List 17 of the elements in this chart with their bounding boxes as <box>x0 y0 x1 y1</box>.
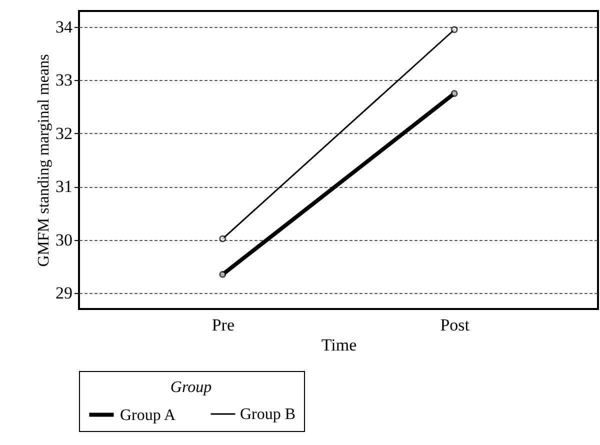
legend-label: Group B <box>240 406 296 423</box>
x-tick-label: Post <box>440 316 470 334</box>
y-tick-label: 32 <box>56 124 72 143</box>
y-tick-label: 34 <box>56 17 73 36</box>
y-axis-title: GMFM standing marginal means <box>36 54 52 267</box>
y-tick-label: 31 <box>56 177 72 196</box>
x-tick-label: Pre <box>212 316 234 334</box>
point <box>450 90 458 97</box>
y-tick-label: 30 <box>56 230 72 250</box>
y-tick-label: 29 <box>56 284 72 303</box>
point <box>450 26 458 34</box>
legend-title: Group <box>170 379 212 396</box>
legend-label: Group A <box>120 406 176 424</box>
y-tick-label: 33 <box>56 70 72 90</box>
x-axis-title: Time <box>321 336 357 354</box>
point <box>219 235 226 242</box>
point <box>219 270 226 278</box>
